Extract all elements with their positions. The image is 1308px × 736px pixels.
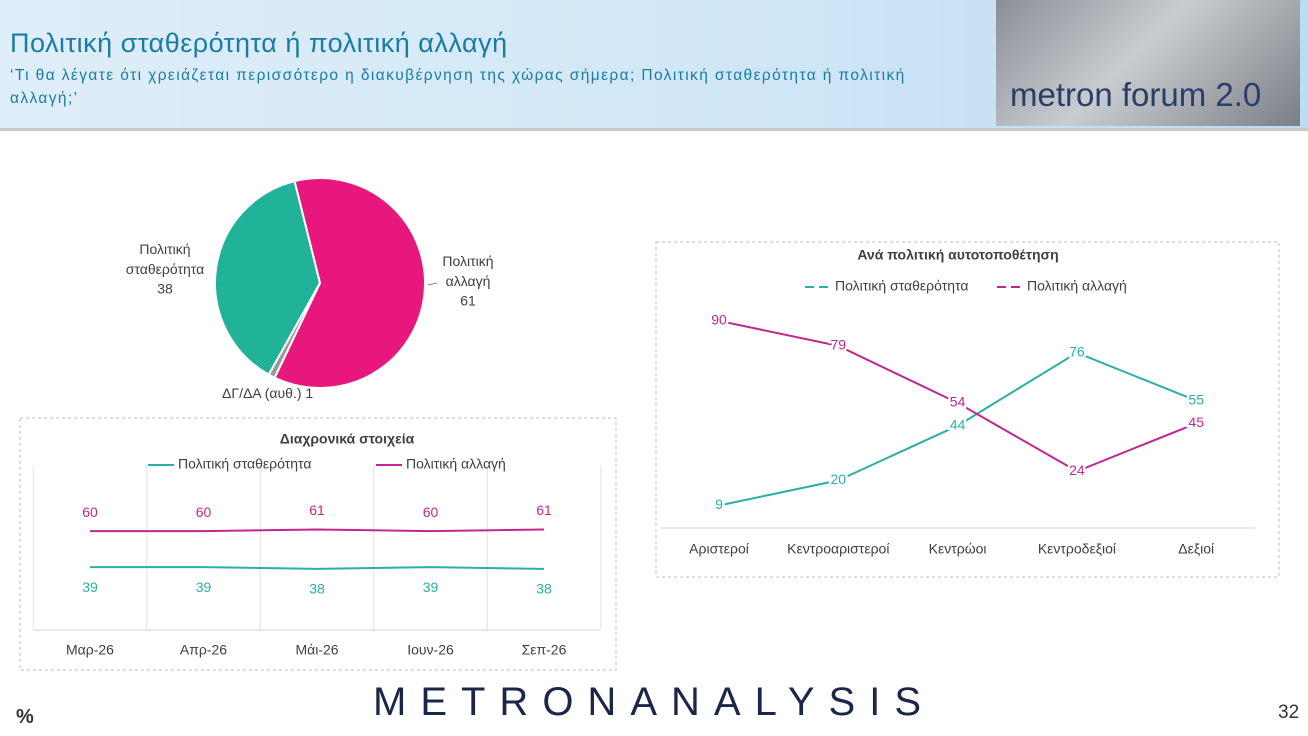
x-tick-label: Κεντρώοι — [929, 541, 987, 557]
logo-text: metron forum 2.0 — [1010, 76, 1262, 113]
value-label: 76 — [1069, 343, 1085, 359]
value-label: 60 — [423, 504, 439, 520]
label-line: Πολιτική — [442, 253, 493, 269]
pie-label: ΔΓ/ΔΑ (αυθ.) 1 — [222, 385, 313, 401]
category-label: Πολιτική σταθερότητα — [126, 241, 204, 277]
value-label: 90 — [711, 312, 727, 328]
x-tick-label: Ιουν-26 — [407, 642, 454, 658]
value-label: 61 — [460, 293, 476, 309]
x-tick-label: Μαρ-26 — [66, 642, 114, 658]
value-label: 60 — [82, 504, 98, 520]
leader-line — [427, 282, 438, 286]
category-label: Πολιτική αλλαγή — [442, 253, 493, 289]
x-tick-label: Δεξιοί — [1178, 541, 1214, 557]
category-label: ΔΓ/ΔΑ (αυθ.) — [222, 385, 302, 401]
x-tick-label: Κεντροαριστεροί — [787, 541, 889, 557]
label-line: αλλαγή — [446, 273, 491, 289]
legend-label: Πολιτική σταθερότητα — [835, 278, 968, 294]
chart-title: Ανά πολιτική αυτοτοποθέτηση — [857, 247, 1058, 263]
value-label: 24 — [1069, 462, 1085, 478]
chart-frame — [19, 417, 617, 671]
legend-label: Πολιτική αλλαγή — [406, 456, 506, 472]
pie-slice — [214, 179, 322, 377]
value-label: 39 — [196, 579, 212, 595]
value-label: 60 — [196, 504, 212, 520]
value-label: 44 — [950, 416, 966, 432]
value-label: 61 — [536, 502, 552, 518]
legend-label: Πολιτική σταθερότητα — [178, 456, 311, 472]
pie-slice — [267, 282, 321, 380]
x-tick-label: Απρ-26 — [180, 642, 227, 658]
value-label: 54 — [950, 394, 966, 410]
x-tick-label: Μάι-26 — [295, 642, 338, 658]
value-label: 39 — [423, 579, 439, 595]
value-label: 39 — [82, 579, 98, 595]
chart-frame — [655, 241, 1280, 578]
chart-title: Διαχρονικά στοιχεία — [280, 431, 415, 447]
label-line: Πολιτική — [139, 241, 190, 257]
unit-label: % — [16, 706, 34, 728]
value-label: 45 — [1188, 414, 1204, 430]
slide-subtitle: ‘Τι θα λέγατε ότι χρειάζεται περισσότερο… — [10, 67, 906, 107]
value-label: 55 — [1188, 391, 1204, 407]
value-label: 20 — [831, 471, 847, 487]
slide-title: Πολιτική σταθερότητα ή πολιτική αλλαγή — [10, 28, 508, 58]
x-tick-label: Σεπ-26 — [522, 642, 567, 658]
value-label: 38 — [309, 581, 325, 597]
legend-label: Πολιτική αλλαγή — [1027, 278, 1127, 294]
line — [718, 319, 1197, 473]
value-label: 1 — [305, 385, 313, 401]
value-label: 79 — [831, 337, 847, 353]
value-label: 9 — [715, 496, 723, 512]
x-tick-label: Κεντροδεξιοί — [1038, 541, 1116, 557]
footer-brand: METRONANALYSIS — [373, 680, 935, 724]
page-number: 32 — [1278, 702, 1300, 723]
value-label: 38 — [536, 581, 552, 597]
logo: metron forum 2.0 — [996, 0, 1300, 126]
line — [90, 566, 545, 570]
value-label: 61 — [309, 502, 325, 518]
line — [718, 351, 1197, 507]
pie-slice — [273, 177, 426, 389]
label-line: σταθερότητα — [126, 261, 204, 277]
line — [90, 528, 545, 533]
x-tick-label: Αριστεροί — [689, 541, 749, 557]
value-label: 38 — [157, 281, 173, 297]
